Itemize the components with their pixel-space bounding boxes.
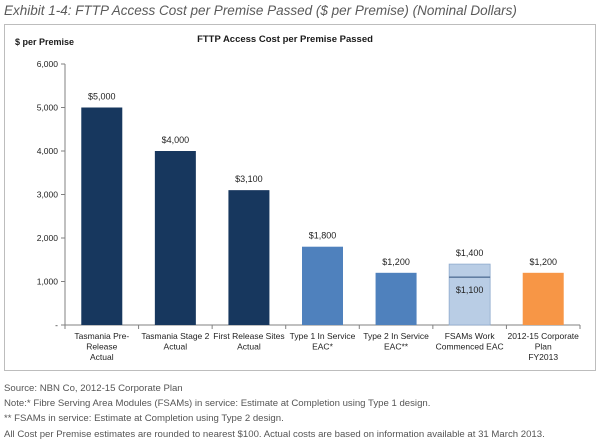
category-label: Tasmania Pre- [74,331,129,341]
bar-chart: FTTP Access Cost per Premise Passed $ per… [15,34,581,362]
category-label: EAC** [384,342,409,352]
category-label: Plan [535,342,552,352]
rounding-note: All Cost per Premise estimates are round… [4,428,545,440]
category-label: Tasmania Stage 2 [141,331,209,341]
category-label: Type 2 In Service [363,331,429,341]
y-tick-label: 5,000 [37,103,59,113]
y-tick-label: 6,000 [37,59,59,69]
category-label: EAC* [312,342,333,352]
bar-5 [375,272,417,325]
exhibit-title: Exhibit 1-4: FTTP Access Cost per Premis… [4,3,517,18]
category-label: Commenced EAC [436,342,504,352]
y-axis-label: $ per Premise [15,37,74,47]
category-label: FY2013 [528,352,558,362]
y-tick-label: 1,000 [37,277,59,287]
bar-1 [81,107,123,325]
bar-7 [522,272,564,325]
fsam-type1-note: Note:* Fibre Serving Area Modules (FSAMs… [4,398,431,410]
source-note: Source: NBN Co, 2012-15 Corporate Plan [4,383,183,394]
category-label: First Release Sites [213,331,284,341]
category-label: Actual [237,342,261,352]
chart-title: FTTP Access Cost per Premise Passed [197,34,373,45]
bar-3 [228,190,270,325]
category-label: 2012-15 Corporate [508,331,580,341]
category-label: FSAMs Work [445,331,496,341]
y-tick-label: 4,000 [37,146,59,156]
chart-notes: Source: NBN Co, 2012-15 Corporate Plan N… [4,381,545,442]
bar-value-label: $1,200 [529,257,557,267]
y-tick-label: - [55,320,58,330]
fsam-type2-note: ** FSAMs in service: Estimate at Complet… [4,413,284,425]
category-label: Release [86,342,117,352]
bar-value-label: $1,800 [309,231,337,241]
y-tick-label: 3,000 [37,190,59,200]
chart-frame: FTTP Access Cost per Premise Passed $ per… [4,24,596,371]
bar-value-label: $1,200 [382,257,410,267]
category-label: Actual [164,342,188,352]
bar-6 [448,263,491,326]
bar-4 [302,246,343,325]
bar-value-label: $3,100 [235,174,263,184]
category-label: Type 1 In Service [290,331,356,341]
bar-value-label: $4,000 [162,135,190,145]
category-label: Actual [90,352,114,362]
bar-2 [154,151,196,325]
inner-value-label: $1,100 [456,285,484,295]
bar-value-label: $5,000 [88,92,116,102]
y-tick-label: 2,000 [37,233,59,243]
bar-value-label: $1,400 [456,248,484,258]
